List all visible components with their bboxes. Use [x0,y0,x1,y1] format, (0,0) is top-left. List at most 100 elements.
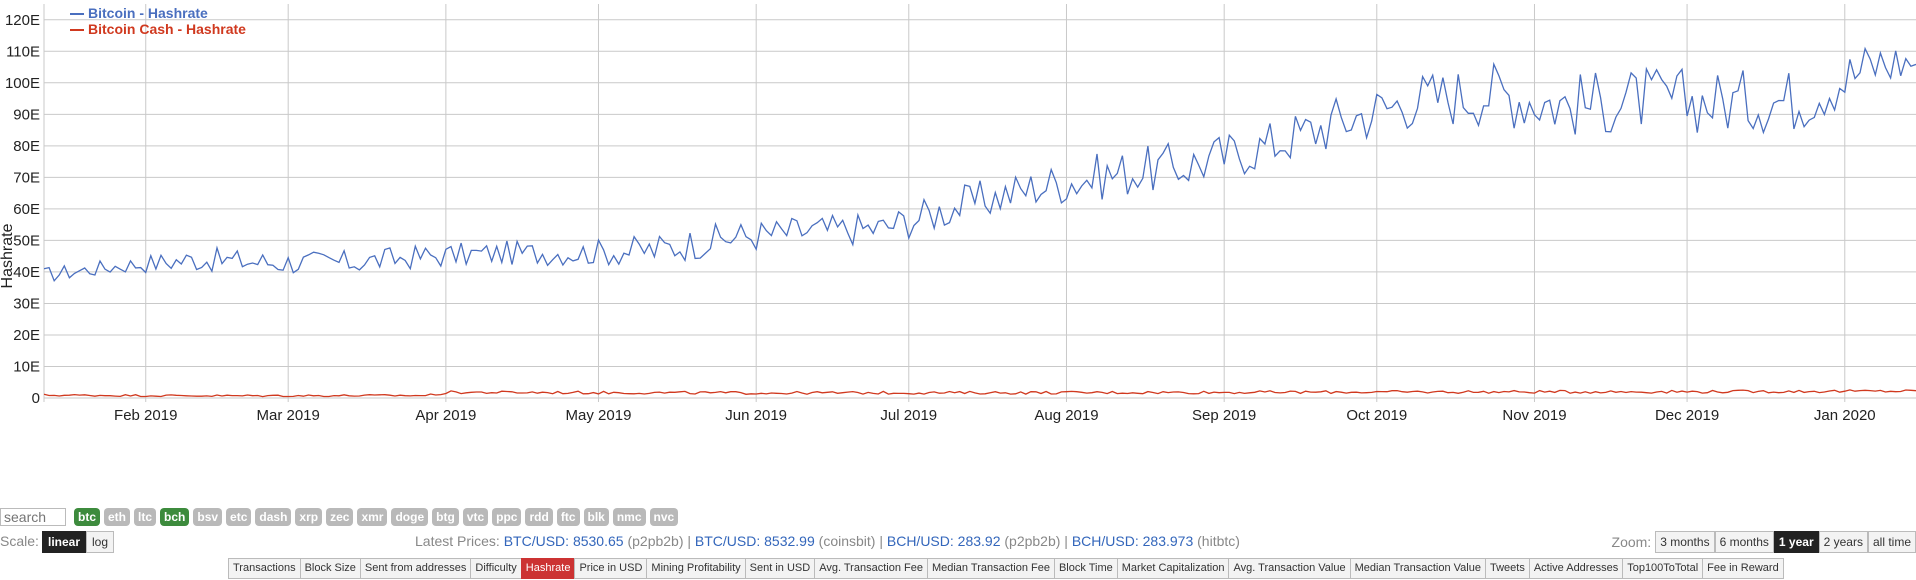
price-value[interactable]: BTC/USD: 8530.65 [503,533,624,549]
y-tick-label: 50E [13,232,40,249]
coin-button-btc[interactable]: btc [74,508,100,526]
price-source: (hitbtc) [1197,533,1240,549]
x-tick-label: Sep 2019 [1192,407,1256,424]
coin-button-ppc[interactable]: ppc [492,508,522,526]
coin-button-nmc[interactable]: nmc [612,508,646,526]
latest-prices: Latest Prices: BTC/USD: 8530.65 (p2pb2b)… [415,533,1240,549]
hashrate-chart: 0 10E 20E 30E 40E 50E 60E 70E 80E 90E 100E 110E 120E… [0,4,1916,424]
x-tick-label: Jan 2020 [1814,407,1876,424]
coin-buttons: btc eth ltc bch bsv etc dash xrp zec xmr doge btg vt… [74,508,679,526]
y-tick-label: 110E [6,43,40,60]
legend-label[interactable]: Bitcoin Cash - Hashrate [88,21,246,37]
tab-fee-in-reward[interactable]: Fee in Reward [1702,558,1784,579]
coin-button-blk[interactable]: blk [583,508,609,526]
tab-difficulty[interactable]: Difficulty [470,558,522,579]
coin-selector-row: btcethltcbchbsvetcdashxrpzecxmrdogebtgvt… [0,507,679,527]
coin-button-vtc[interactable]: vtc [462,508,489,526]
y-tick-label: 40E [13,264,40,281]
coin-button-btg[interactable]: btg [432,508,459,526]
tab-median-transaction-value[interactable]: Median Transaction Value [1349,558,1486,579]
tab-hashrate[interactable]: Hashrate [520,558,576,579]
y-tick-label: 30E [13,295,40,312]
tab-avg-transaction-value[interactable]: Avg. Transaction Value [1228,558,1351,579]
x-tick-label: Jun 2019 [725,407,787,424]
tab-median-transaction-fee[interactable]: Median Transaction Fee [926,558,1055,579]
tab-price-in-usd[interactable]: Price in USD [574,558,648,579]
series-line-0 [43,46,1916,283]
scale-label: Scale: [0,533,39,549]
y-tick-label: 100E [5,75,40,92]
price-separator: | [875,533,887,549]
coin-button-nvc[interactable]: nvc [649,508,679,526]
tab-active-addresses[interactable]: Active Addresses [1528,558,1624,579]
prices-label: Latest Prices: [415,533,500,549]
tab-block-size[interactable]: Block Size [299,558,361,579]
tab-tweets[interactable]: Tweets [1484,558,1530,579]
x-axis-ticks: Feb 2019 Mar 2019 Apr 2019 May 2019 Jun 2019… [114,407,1876,424]
zoom-controls: Zoom: 3 months 6 months 1 year 2 years all t… [1612,531,1916,553]
zoom-button-2-years[interactable]: 2 years [1818,531,1868,553]
x-tick-label: Feb 2019 [114,407,177,424]
price-source: (coinsbit) [818,533,876,549]
series-line-1 [43,389,1916,398]
coin-button-bsv[interactable]: bsv [193,508,223,526]
tab-mining-profitability[interactable]: Mining Profitability [646,558,746,579]
y-axis-label: Hashrate [0,223,16,288]
coin-button-dash[interactable]: dash [255,508,292,526]
coin-button-doge[interactable]: doge [391,508,429,526]
tab-sent-from-addresses[interactable]: Sent from addresses [359,558,472,579]
x-tick-label: Aug 2019 [1034,407,1098,424]
y-tick-label: 0 [32,390,40,407]
price-value[interactable]: BCH/USD: 283.92 [886,533,1001,549]
tab-sent-in-usd[interactable]: Sent in USD [744,558,816,579]
search-input[interactable] [0,508,66,526]
y-tick-label: 120E [5,12,40,29]
chart-grid [43,4,1916,402]
legend-label[interactable]: Bitcoin - Hashrate [88,5,208,21]
coin-button-bch[interactable]: bch [160,508,190,526]
price-source: (p2pb2b) [1004,533,1061,549]
y-tick-label: 90E [13,106,40,123]
x-tick-label: May 2019 [566,407,632,424]
x-tick-label: Nov 2019 [1502,407,1566,424]
zoom-button-6-months[interactable]: 6 months [1714,531,1774,553]
tab-avg-transaction-fee[interactable]: Avg. Transaction Fee [814,558,928,579]
coin-button-rdd[interactable]: rdd [525,508,553,526]
zoom-button-3-months[interactable]: 3 months [1655,531,1715,553]
tab-market-capitalization[interactable]: Market Capitalization [1116,558,1230,579]
price-separator: | [1060,533,1072,549]
price-separator: | [683,533,695,549]
price-source: (p2pb2b) [627,533,684,549]
coin-button-xrp[interactable]: xrp [295,508,323,526]
tab-transactions[interactable]: Transactions [228,558,301,579]
x-tick-label: Dec 2019 [1655,407,1719,424]
x-tick-label: Mar 2019 [256,407,319,424]
y-tick-label: 20E [13,327,40,344]
chart-series [43,46,1916,398]
coin-button-xmr[interactable]: xmr [357,508,388,526]
zoom-button-1-year[interactable]: 1 year [1773,531,1819,553]
coin-button-etc[interactable]: etc [226,508,252,526]
coin-button-eth[interactable]: eth [104,508,130,526]
zoom-label: Zoom: [1611,534,1652,550]
y-tick-label: 80E [13,138,40,155]
price-value[interactable]: BCH/USD: 283.973 [1071,533,1194,549]
tab-block-time[interactable]: Block Time [1053,558,1118,579]
scale-button-linear[interactable]: linear [42,531,87,553]
price-value[interactable]: BTC/USD: 8532.99 [694,533,815,549]
coin-button-ftc[interactable]: ftc [556,508,580,526]
scale-button-log[interactable]: log [86,531,115,553]
zoom-button-all-time[interactable]: all time [1867,531,1916,553]
x-tick-label: Oct 2019 [1346,407,1407,424]
y-tick-label: 10E [13,358,40,375]
coin-button-zec[interactable]: zec [326,508,354,526]
tab-top100tototal[interactable]: Top100ToTotal [1622,558,1704,579]
x-tick-label: Apr 2019 [415,407,476,424]
coin-button-ltc[interactable]: ltc [134,508,157,526]
y-axis-ticks: 0 10E 20E 30E 40E 50E 60E 70E 80E 90E 100E 110E 120E [5,12,40,407]
metric-tabs: Transactions Block Size Sent from addresse… [228,558,1784,579]
y-tick-label: 60E [13,201,40,218]
y-tick-label: 70E [13,169,40,186]
scale-toggle: linear log [42,531,115,553]
